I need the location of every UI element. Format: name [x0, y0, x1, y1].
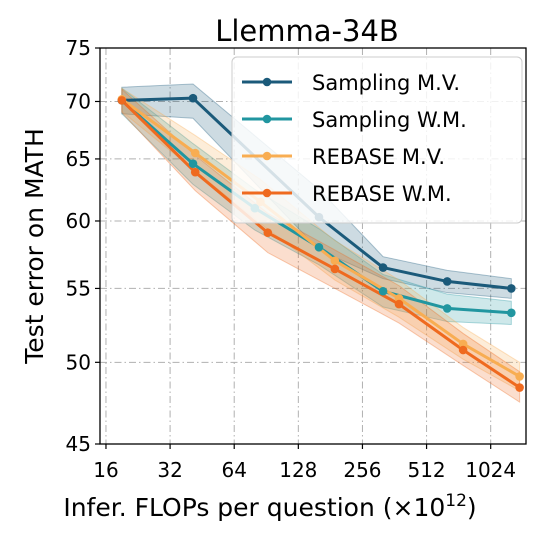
point-sampling-w-m: [507, 308, 516, 318]
plot-frame: [99, 47, 527, 445]
x-axis-ticks: 16 32 64 128 256 512 1024: [93, 444, 516, 482]
y-tick-label: 60: [66, 209, 91, 233]
y-tick-label: 65: [66, 147, 91, 171]
point-rebase-m-v: [458, 339, 468, 349]
x-tick-label: 16: [93, 458, 118, 482]
point-sampling-m-v: [442, 277, 452, 286]
line-sampling-m-v: [121, 96, 512, 290]
point-sampling-w-m: [314, 242, 324, 252]
point-rebase-w-m: [117, 96, 127, 105]
y-tick-label: 50: [66, 350, 91, 374]
point-rebase-w-m: [394, 299, 404, 309]
x-axis-label: Infer. FLOPs per question (×1012): [63, 491, 476, 522]
legend-label: REBASE M.V.: [312, 145, 445, 169]
legend-marker: [262, 114, 272, 124]
point-rebase-m-v: [330, 256, 340, 266]
x-tick-label: 128: [279, 458, 317, 482]
y-tick-label: 45: [66, 432, 91, 456]
x-tick-label: 1024: [465, 458, 516, 482]
point-sampling-m-v: [188, 93, 198, 103]
y-axis-label: Test error on MATH: [20, 128, 49, 365]
chart-title: Llemma-34B: [215, 14, 399, 48]
point-rebase-m-v: [190, 148, 200, 158]
point-sampling-w-m: [378, 286, 388, 296]
x-tick-label: 512: [407, 458, 445, 482]
legend-marker: [262, 77, 272, 87]
point-sampling-w-m: [188, 159, 198, 169]
y-tick-label: 55: [66, 276, 91, 300]
y-tick-label: 70: [66, 89, 91, 113]
y-tick-label: 75: [66, 36, 91, 60]
y-axis-ticks: 45 50 55 60 65 70 75: [66, 36, 100, 456]
point-rebase-w-m: [458, 345, 468, 355]
point-rebase-m-v: [515, 372, 524, 381]
point-sampling-w-m: [442, 304, 452, 313]
x-tick-label: 64: [221, 458, 246, 482]
legend-marker: [262, 151, 272, 161]
point-rebase-w-m: [263, 228, 273, 238]
legend: Sampling M.V. Sampling W.M. REBASE M.V. REB…: [231, 56, 523, 224]
point-sampling-m-v: [507, 284, 516, 293]
point-rebase-w-m: [330, 264, 340, 274]
series-points: [117, 93, 524, 392]
point-rebase-w-m: [190, 167, 200, 177]
legend-label: Sampling W.M.: [312, 108, 467, 132]
point-sampling-m-v: [378, 263, 388, 272]
x-tick-label: 256: [343, 458, 381, 482]
legend-marker: [262, 188, 272, 198]
point-rebase-w-m: [515, 383, 524, 392]
x-tick-label: 32: [157, 458, 182, 482]
legend-box: [231, 56, 523, 224]
legend-label: REBASE W.M.: [312, 182, 452, 206]
legend-label: Sampling M.V.: [312, 71, 460, 95]
